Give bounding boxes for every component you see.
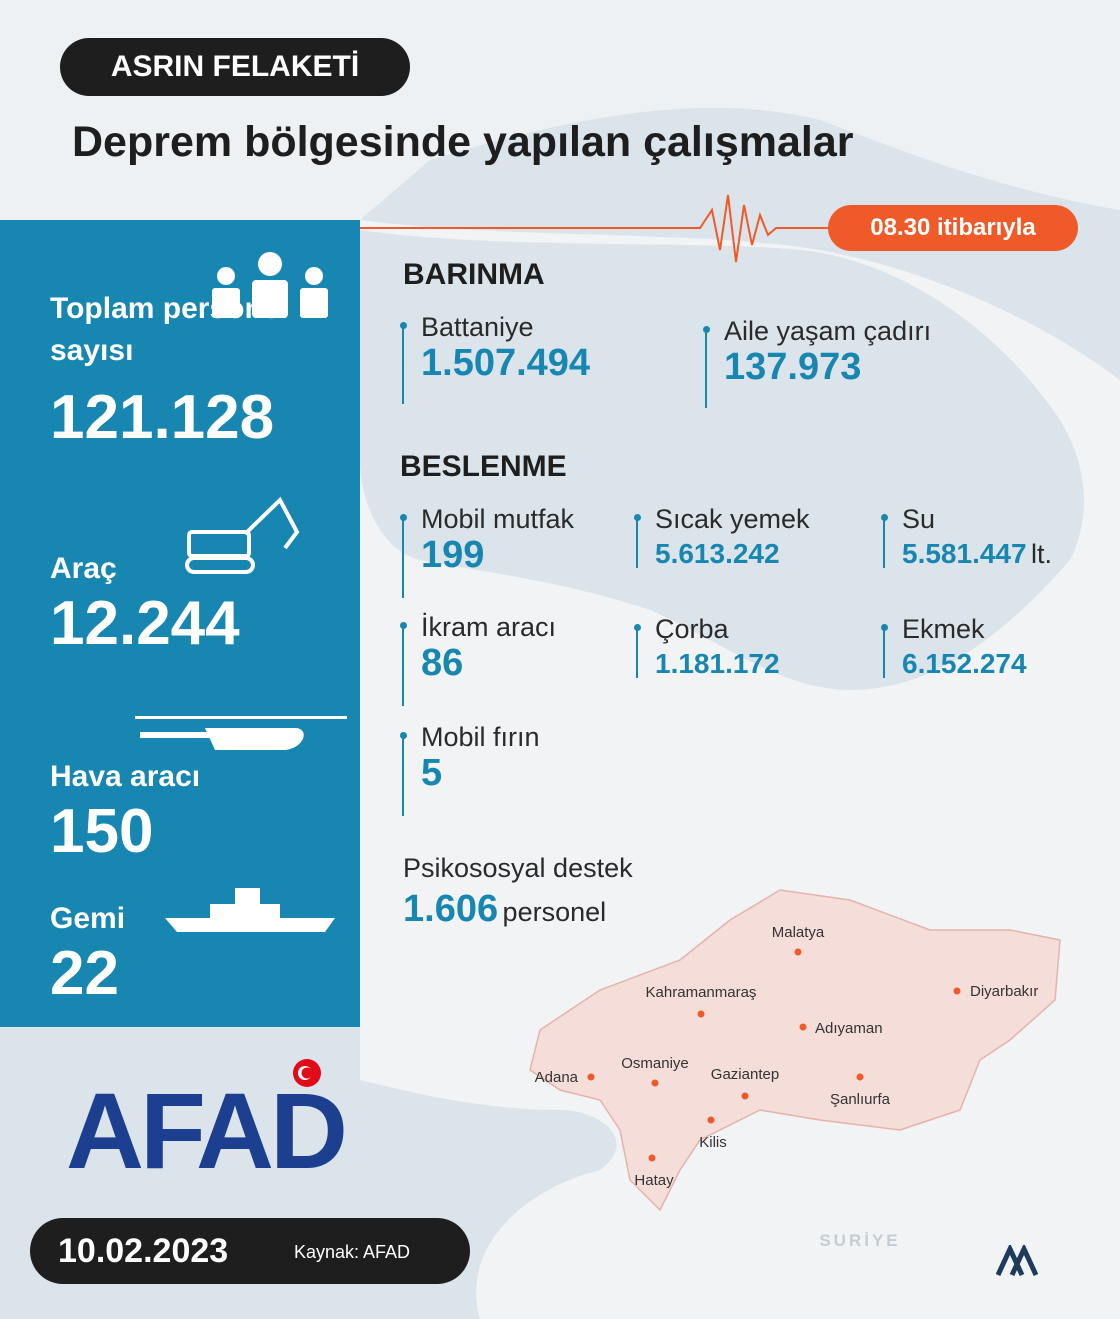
item-label: Ekmek <box>902 614 985 644</box>
item-label: Mobil fırın <box>421 722 540 752</box>
city-label: Kilis <box>699 1134 727 1151</box>
item-value-row: 5.581.447 lt. <box>902 538 1052 570</box>
city-dot <box>587 1073 595 1081</box>
city-dot <box>799 1023 807 1031</box>
title: Deprem bölgesinde yapılan çalışmalar <box>72 118 854 166</box>
left-panel: Toplam personel sayısı 121.128 Araç 12.2… <box>0 220 360 1027</box>
item-value: 1.507.494 <box>421 342 591 384</box>
as-of-pill: 08.30 itibarıyla <box>828 205 1078 251</box>
seismograph-line <box>360 194 830 263</box>
marker-line <box>402 736 404 816</box>
marker-dot <box>881 624 888 631</box>
footer-pill: 10.02.2023 Kaynak: AFAD <box>30 1218 470 1284</box>
marker-line <box>402 326 404 404</box>
item-value: 86 <box>421 642 464 684</box>
item-unit: lt. <box>1031 539 1053 569</box>
marker-line <box>883 628 885 678</box>
marker-dot <box>881 514 888 521</box>
city-label: Osmaniye <box>621 1055 689 1072</box>
item-value-row: 6.152.274 <box>902 648 1027 680</box>
marker-line <box>636 518 638 568</box>
black-sea <box>360 230 1084 690</box>
logo: AFAD <box>66 1070 348 1191</box>
source: Kaynak: AFAD <box>294 1242 411 1262</box>
marker-line <box>883 518 885 568</box>
city-label: Hatay <box>634 1172 674 1189</box>
item-value: 199 <box>421 534 485 576</box>
item-label: Çorba <box>655 614 729 644</box>
country-label: SURİYE <box>819 1231 900 1250</box>
item-label: İkram aracı <box>421 612 557 642</box>
helicopter-icon <box>135 716 347 750</box>
item-value: 5.581.447 <box>902 538 1027 569</box>
city-label: Adana <box>535 1069 579 1086</box>
ship-icon <box>165 888 335 932</box>
excavator-icon <box>185 496 300 574</box>
stat-value: 150 <box>50 797 154 866</box>
city-label: Adıyaman <box>815 1020 883 1037</box>
marker-dot <box>400 322 407 329</box>
marker-dot <box>400 514 407 521</box>
stat-value: 12.244 <box>50 589 240 658</box>
city-label: Diyarbakır <box>970 983 1038 1000</box>
item-value-row: 1.181.172 <box>655 648 780 680</box>
city-dot <box>794 948 802 956</box>
item-label: Battaniye <box>421 312 534 342</box>
stat-label: Araç <box>50 552 117 585</box>
item-value-row: 5.613.242 <box>655 538 780 570</box>
city-label: Kahramanmaraş <box>646 984 757 1001</box>
item-label: Sıcak yemek <box>655 504 810 534</box>
item-value-row: 1.507.494 <box>421 342 590 385</box>
city-label: Şanlıurfa <box>830 1091 891 1108</box>
stat-label: Hava aracı <box>50 760 201 793</box>
section-title: BARINMA <box>403 258 545 291</box>
item-value-row: 86 <box>421 642 463 685</box>
marker-dot <box>400 732 407 739</box>
city-dot <box>741 1092 749 1100</box>
item-value-row: 5 <box>421 752 442 795</box>
city-label: Malatya <box>772 924 825 941</box>
stat-label: Gemi <box>50 902 126 935</box>
psychosocial-label: Psikososyal destek <box>403 853 633 883</box>
psychosocial-unit: personel <box>502 897 607 927</box>
stat-label: Toplam personel sayısı <box>50 292 288 367</box>
section-title: BESLENME <box>400 450 567 483</box>
personnel-icon <box>212 252 328 318</box>
marker-line <box>402 518 404 598</box>
item-label: Aile yaşam çadırı <box>724 316 932 346</box>
city-dot <box>648 1154 656 1162</box>
item-value: 6.152.274 <box>902 648 1027 679</box>
psychosocial-value: 1.606 <box>403 888 499 930</box>
flag-icon <box>293 1059 321 1087</box>
item-value: 5.613.242 <box>655 538 780 569</box>
stat-value: 22 <box>50 939 119 1008</box>
marker-dot <box>634 514 641 521</box>
city-dot <box>697 1010 705 1018</box>
item-value: 5 <box>421 752 443 794</box>
item-label: Mobil mutfak <box>421 504 575 534</box>
item-value-row: 137.973 <box>724 346 861 389</box>
stat-value: 121.128 <box>50 383 275 452</box>
marker-dot <box>400 622 407 629</box>
aa-logo <box>996 1245 1038 1277</box>
date: 10.02.2023 <box>58 1232 229 1270</box>
city-label: Gaziantep <box>711 1066 779 1083</box>
marker-line <box>705 330 707 408</box>
marker-dot <box>634 624 641 631</box>
item-value-row: 199 <box>421 534 484 577</box>
marker-line <box>402 626 404 706</box>
marker-dot <box>703 326 710 333</box>
item-label: Su <box>902 504 936 534</box>
item-value: 137.973 <box>724 346 862 388</box>
city-dot <box>953 987 961 995</box>
tag-pill: ASRIN FELAKETİ <box>60 38 410 96</box>
item-value: 1.181.172 <box>655 648 780 679</box>
city-dot <box>651 1079 659 1087</box>
psychosocial: 1.606 personel <box>403 888 606 931</box>
city-dot <box>856 1073 864 1081</box>
earthquake-region <box>529 889 1061 1212</box>
marker-line <box>636 628 638 678</box>
city-dot <box>707 1116 715 1124</box>
